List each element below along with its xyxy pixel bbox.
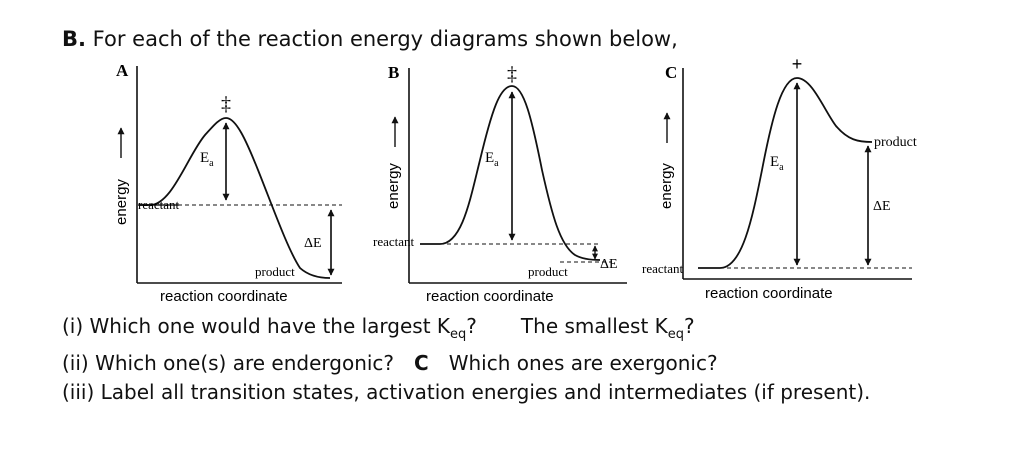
- question-1-part-b-end: ?: [684, 314, 695, 338]
- energy-curve-c: [698, 77, 873, 269]
- y-axis-label-b: energy: [385, 163, 402, 209]
- energy-curve-b: [420, 85, 601, 261]
- ea-sub-c: a: [779, 162, 784, 173]
- panel-label-c: C: [665, 63, 677, 82]
- y-axis-label-c: energy: [658, 163, 675, 209]
- ea-main-a: E: [200, 150, 209, 166]
- heading-text: For each of the reaction energy diagrams…: [92, 27, 678, 51]
- ea-main-c: E: [770, 154, 779, 170]
- question-1-part-a-end: ?: [466, 314, 477, 338]
- reactant-label-a: reactant: [138, 197, 180, 212]
- x-axis-label-c: reaction coordinate: [705, 285, 833, 302]
- dE-label-a: ΔE: [304, 236, 322, 251]
- y-axis-label-a: energy: [113, 179, 130, 225]
- heading: B. For each of the reaction energy diagr…: [62, 27, 678, 51]
- diagram-a: A energy ‡ Ea ΔE reactant product reacti…: [113, 61, 342, 305]
- question-1-part-a: (i) Which one would have the largest K: [62, 314, 451, 338]
- diagram-b: B energy ‡ Ea ΔE reactant product reacti…: [373, 63, 627, 305]
- energy-curve-a: [140, 117, 331, 279]
- ea-sub-b: a: [494, 158, 499, 169]
- dE-label-b: ΔE: [600, 257, 618, 272]
- question-2-part-b: Which ones are exergonic?: [448, 351, 718, 375]
- question-1-part-b: The smallest K: [520, 314, 668, 338]
- energy-diagrams: A energy ‡ Ea ΔE reactant product reacti…: [113, 54, 917, 305]
- ea-main-b: E: [485, 150, 494, 166]
- product-label-b: product: [528, 264, 568, 279]
- reactant-label-c: reactant: [642, 261, 684, 276]
- heading-part-label: B.: [62, 27, 86, 51]
- ea-label-c: Ea: [770, 154, 784, 173]
- ea-label-b: Ea: [485, 150, 499, 169]
- x-axis-label-a: reaction coordinate: [160, 288, 288, 305]
- panel-label-b: B: [388, 63, 399, 82]
- product-label-a: product: [255, 264, 295, 279]
- question-1: (i) Which one would have the largest Keq…: [62, 312, 870, 349]
- reactant-label-b: reactant: [373, 234, 415, 249]
- transition-state-c: +: [792, 54, 803, 74]
- question-1-keq-sub: eq: [450, 327, 467, 342]
- transition-state-a: ‡: [221, 93, 231, 115]
- question-2: (ii) Which one(s) are endergonic? C Which …: [62, 349, 870, 378]
- questions: (i) Which one would have the largest Keq…: [62, 312, 870, 407]
- transition-state-b: ‡: [507, 63, 517, 85]
- question-2-answer: C: [414, 351, 429, 375]
- diagram-c: C energy + Ea ΔE reactant product reacti…: [642, 54, 917, 302]
- ea-label-a: Ea: [200, 150, 214, 169]
- ea-sub-a: a: [209, 158, 214, 169]
- question-3: (iii) Label all transition states, activ…: [62, 380, 871, 404]
- dE-label-c: ΔE: [873, 199, 891, 214]
- question-1-keq-sub-b: eq: [667, 327, 685, 342]
- x-axis-label-b: reaction coordinate: [426, 288, 554, 305]
- product-label-c: product: [874, 135, 917, 150]
- panel-label-a: A: [116, 61, 129, 80]
- question-2-part-a: (ii) Which one(s) are endergonic?: [62, 351, 395, 375]
